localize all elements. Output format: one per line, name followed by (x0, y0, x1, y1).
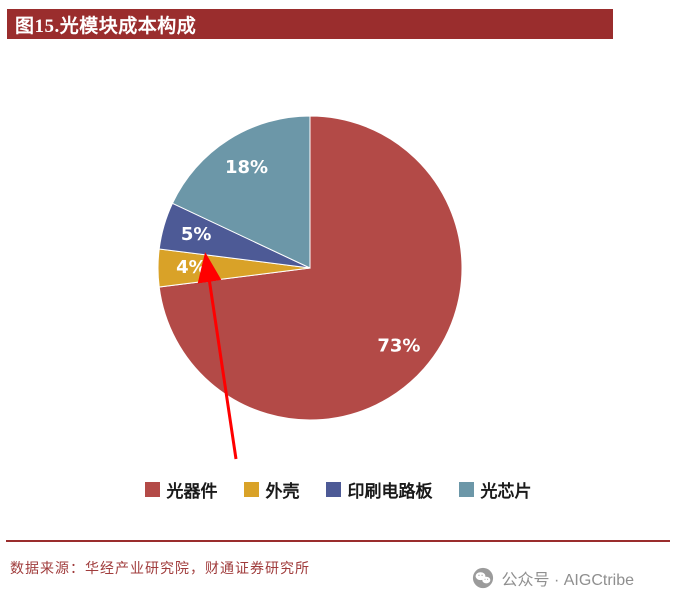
legend: 光器件 外壳 印刷电路板 光芯片 (0, 477, 676, 502)
figure-title-bar: 图15.光模块成本构成 (7, 9, 613, 39)
legend-label: 印刷电路板 (347, 482, 433, 501)
footer-divider-line (6, 540, 670, 542)
pie-value-label-外壳: 4% (176, 257, 207, 278)
pie-value-label-光芯片: 18% (225, 157, 268, 178)
wechat-icon (472, 567, 493, 589)
annotation-arrow (197, 252, 238, 460)
pie-slice-光芯片 (171, 115, 311, 269)
pie-slice-光器件 (158, 115, 463, 421)
legend-item-印刷电路板: 印刷电路板 (325, 477, 433, 502)
legend-label: 外壳 (265, 482, 300, 501)
pie-slices (157, 115, 463, 421)
legend-swatch (144, 482, 160, 497)
legend-label: 光器件 (166, 482, 218, 501)
pie-value-label-印刷电路板: 5% (181, 224, 212, 245)
legend-swatch (243, 482, 259, 497)
legend-item-外壳: 外壳 (243, 477, 300, 502)
data-source-note: 数据来源：华经产业研究院，财通证券研究所 (10, 562, 310, 577)
legend-swatch (325, 482, 341, 497)
legend-label: 光芯片 (480, 482, 532, 501)
pie-value-label-光器件: 73% (377, 335, 420, 356)
pie-chart-svg: 73% 4% 5% 18% (157, 115, 463, 460)
legend-item-光芯片: 光芯片 (458, 477, 532, 502)
pie-chart-area: 73% 4% 5% 18% (0, 45, 676, 475)
figure-title: 图15.光模块成本构成 (15, 15, 197, 37)
wechat-account-label: 公众号 · AIGCtribe (501, 572, 634, 589)
legend-swatch (458, 482, 474, 497)
wechat-account-row: 公众号 · AIGCtribe (472, 566, 634, 590)
legend-item-光器件: 光器件 (144, 477, 218, 502)
